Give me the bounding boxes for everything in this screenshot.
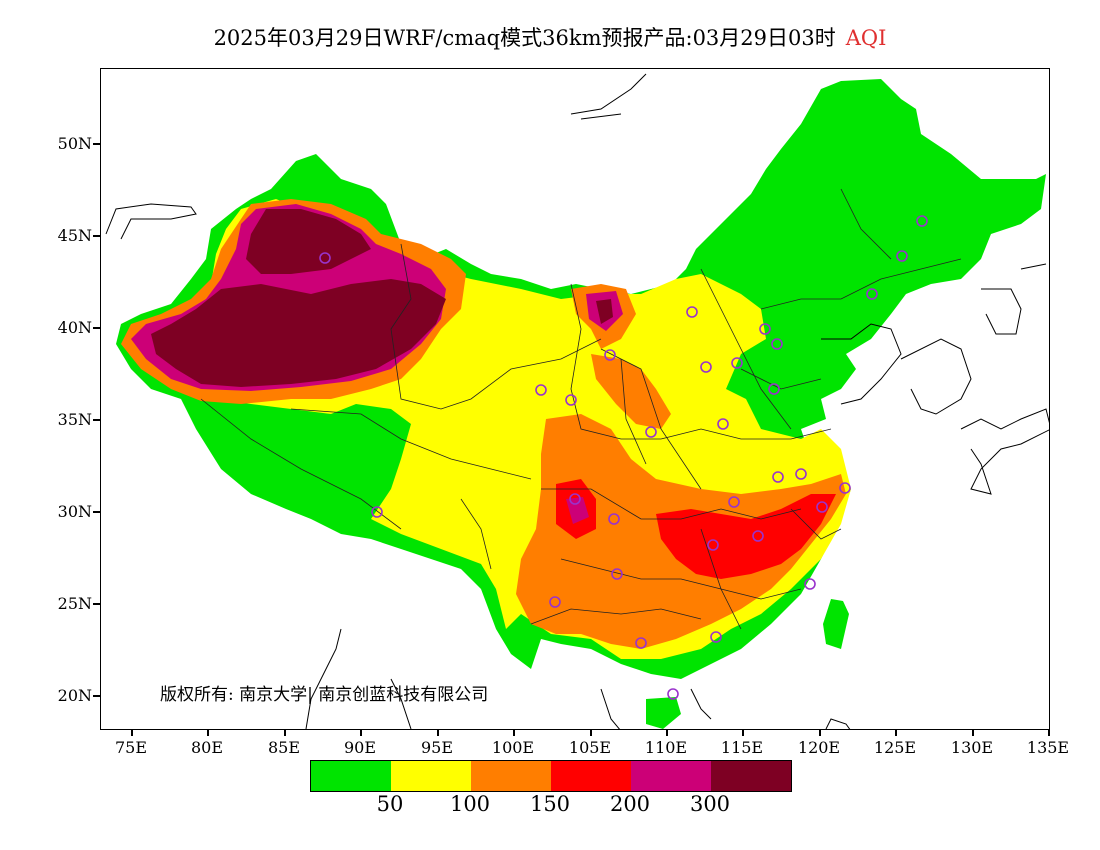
legend-swatch	[711, 761, 791, 791]
y-tick-label: 25N	[57, 594, 92, 613]
station-marker	[717, 418, 729, 430]
station-marker	[667, 688, 679, 700]
x-tick-label: 135E	[1026, 738, 1070, 757]
station-marker	[896, 250, 908, 262]
y-tick-label: 30N	[57, 502, 92, 521]
station-marker	[611, 568, 623, 580]
legend-swatch	[311, 761, 391, 791]
station-marker	[731, 357, 743, 369]
legend-label: 100	[449, 792, 491, 816]
x-tick-label: 105E	[568, 738, 612, 757]
x-tick-mark	[437, 730, 439, 736]
province-borders	[200, 188, 962, 630]
x-tick-label: 80E	[190, 738, 224, 757]
x-tick-label: 110E	[644, 738, 688, 757]
x-tick-mark	[207, 730, 209, 736]
x-tick-label: 100E	[491, 738, 535, 757]
legend-label: 150	[529, 792, 571, 816]
station-marker	[839, 482, 851, 494]
x-tick-label: 90E	[343, 738, 377, 757]
x-tick-label: 75E	[114, 738, 148, 757]
title-main: 2025年03月29日WRF/cmaq模式36km预报产品:03月29日03时	[213, 26, 836, 50]
station-marker	[728, 496, 740, 508]
x-tick-mark	[1048, 730, 1050, 736]
station-markers	[319, 215, 928, 700]
hainan	[646, 697, 681, 729]
y-tick-mark	[93, 143, 100, 145]
x-tick-label: 95E	[420, 738, 454, 757]
y-tick-mark	[93, 695, 100, 697]
station-marker	[816, 501, 828, 513]
station-marker	[319, 252, 331, 264]
y-tick-mark	[93, 235, 100, 237]
station-marker	[768, 383, 780, 395]
station-marker	[752, 530, 764, 542]
station-marker	[608, 513, 620, 525]
region-maroon-northwest	[151, 209, 446, 387]
station-marker	[635, 637, 647, 649]
x-tick-mark	[284, 730, 286, 736]
x-tick-mark	[895, 730, 897, 736]
x-tick-label: 115E	[720, 738, 764, 757]
x-tick-mark	[972, 730, 974, 736]
station-marker	[535, 384, 547, 396]
station-marker	[604, 349, 616, 361]
station-marker	[565, 394, 577, 406]
y-tick-label: 45N	[57, 226, 92, 245]
station-marker	[795, 468, 807, 480]
legend-swatch	[391, 761, 471, 791]
x-tick-mark	[666, 730, 668, 736]
x-tick-mark	[360, 730, 362, 736]
x-tick-mark	[131, 730, 133, 736]
station-marker	[804, 578, 816, 590]
y-tick-label: 50N	[57, 134, 92, 153]
legend-swatch	[471, 761, 551, 791]
station-marker	[371, 506, 383, 518]
x-tick-mark	[742, 730, 744, 736]
region-maroon-north	[596, 299, 613, 324]
color-legend	[310, 760, 792, 792]
map-area	[100, 68, 1050, 730]
x-tick-label: 130E	[950, 738, 994, 757]
station-marker	[759, 323, 771, 335]
legend-label: 200	[609, 792, 651, 816]
y-tick-mark	[93, 603, 100, 605]
station-marker	[707, 539, 719, 551]
x-tick-mark	[819, 730, 821, 736]
station-marker	[686, 306, 698, 318]
station-marker	[569, 493, 581, 505]
copyright-notice: 版权所有: 南京大学| 南京创蓝科技有限公司	[160, 685, 489, 705]
legend-label: 50	[376, 792, 404, 816]
station-marker	[700, 361, 712, 373]
region-red-south	[556, 479, 836, 579]
station-marker	[916, 215, 928, 227]
y-tick-label: 20N	[57, 686, 92, 705]
station-marker	[772, 471, 784, 483]
y-tick-mark	[93, 511, 100, 513]
y-tick-label: 40N	[57, 318, 92, 337]
aqi-map	[105, 73, 1049, 729]
y-tick-label: 35N	[57, 410, 92, 429]
y-tick-mark	[93, 327, 100, 329]
station-marker	[771, 338, 783, 350]
x-tick-label: 85E	[267, 738, 301, 757]
y-tick-mark	[93, 419, 100, 421]
map-title: 2025年03月29日WRF/cmaq模式36km预报产品:03月29日03时 A…	[0, 22, 1100, 52]
coastlines	[105, 73, 1049, 729]
x-tick-mark	[513, 730, 515, 736]
station-marker	[866, 288, 878, 300]
station-marker	[549, 596, 561, 608]
station-marker	[645, 426, 657, 438]
station-marker	[710, 631, 722, 643]
x-tick-mark	[590, 730, 592, 736]
legend-swatch	[551, 761, 631, 791]
title-variable: AQI	[845, 26, 887, 50]
legend-label: 300	[689, 792, 731, 816]
taiwan	[823, 599, 849, 649]
legend-swatch	[631, 761, 711, 791]
x-tick-label: 120E	[797, 738, 841, 757]
x-tick-label: 125E	[873, 738, 917, 757]
